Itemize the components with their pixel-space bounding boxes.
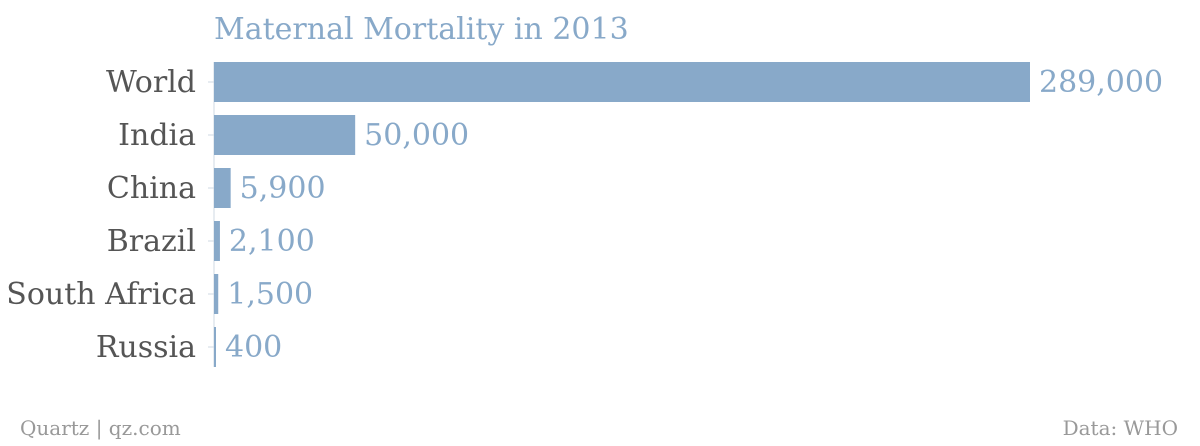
category-label: China — [107, 171, 196, 206]
source-credit: Quartz | qz.com — [20, 416, 181, 440]
bar — [214, 62, 1030, 102]
data-source: Data: WHO — [1062, 416, 1178, 440]
value-label: 5,900 — [240, 171, 326, 206]
value-label: 289,000 — [1039, 65, 1163, 100]
bar — [214, 168, 231, 208]
chart-title: Maternal Mortality in 2013 — [214, 12, 629, 47]
bar — [214, 274, 219, 314]
value-label: 2,100 — [229, 224, 315, 259]
bar — [214, 221, 220, 261]
value-label: 1,500 — [227, 277, 313, 312]
category-label: Russia — [96, 330, 196, 365]
value-label: 400 — [225, 330, 282, 365]
category-label: Brazil — [107, 224, 196, 259]
category-label: South Africa — [6, 277, 196, 312]
value-label: 50,000 — [364, 118, 469, 153]
category-label: World — [106, 65, 196, 100]
bar — [214, 327, 216, 367]
category-label: India — [118, 118, 196, 153]
bar — [214, 115, 356, 155]
